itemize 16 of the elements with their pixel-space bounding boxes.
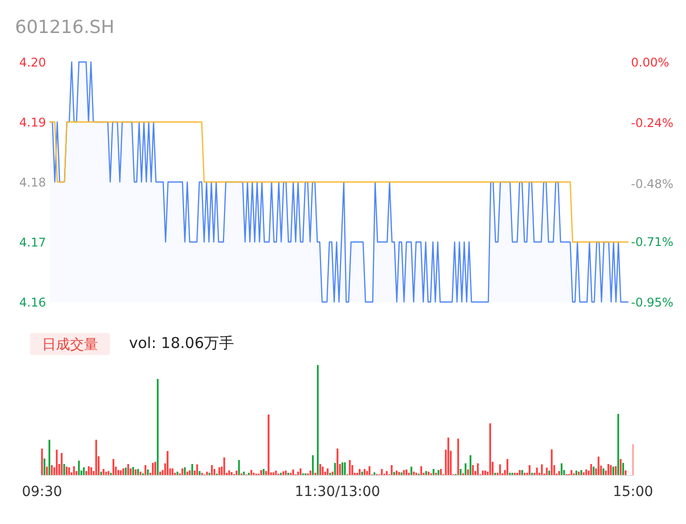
y-tick-label: 4.17	[19, 236, 46, 250]
y-tick-label: 4.16	[19, 296, 46, 310]
x-tick-label: 09:30	[22, 484, 62, 500]
y2-tick-label: -0.48%	[631, 176, 674, 191]
chart-subtitle: vol: 18.06万手	[129, 334, 234, 352]
chart-title: 601216.SH	[15, 17, 114, 38]
y-tick-label: 4.20	[19, 56, 46, 70]
chart-title: 日成交量	[42, 337, 98, 353]
y2-tick-label: 0.00%	[631, 56, 670, 70]
x-tick-label: 11:30/13:00	[294, 484, 380, 500]
y2-tick-label: -0.95%	[631, 296, 674, 310]
y-tick-label: 4.18	[19, 176, 46, 190]
y2-tick-label: -0.71%	[631, 234, 674, 249]
y-tick-label: 4.19	[19, 116, 46, 130]
x-tick-label: 15:00	[612, 484, 654, 500]
y2-tick-label: -0.24%	[631, 116, 674, 130]
